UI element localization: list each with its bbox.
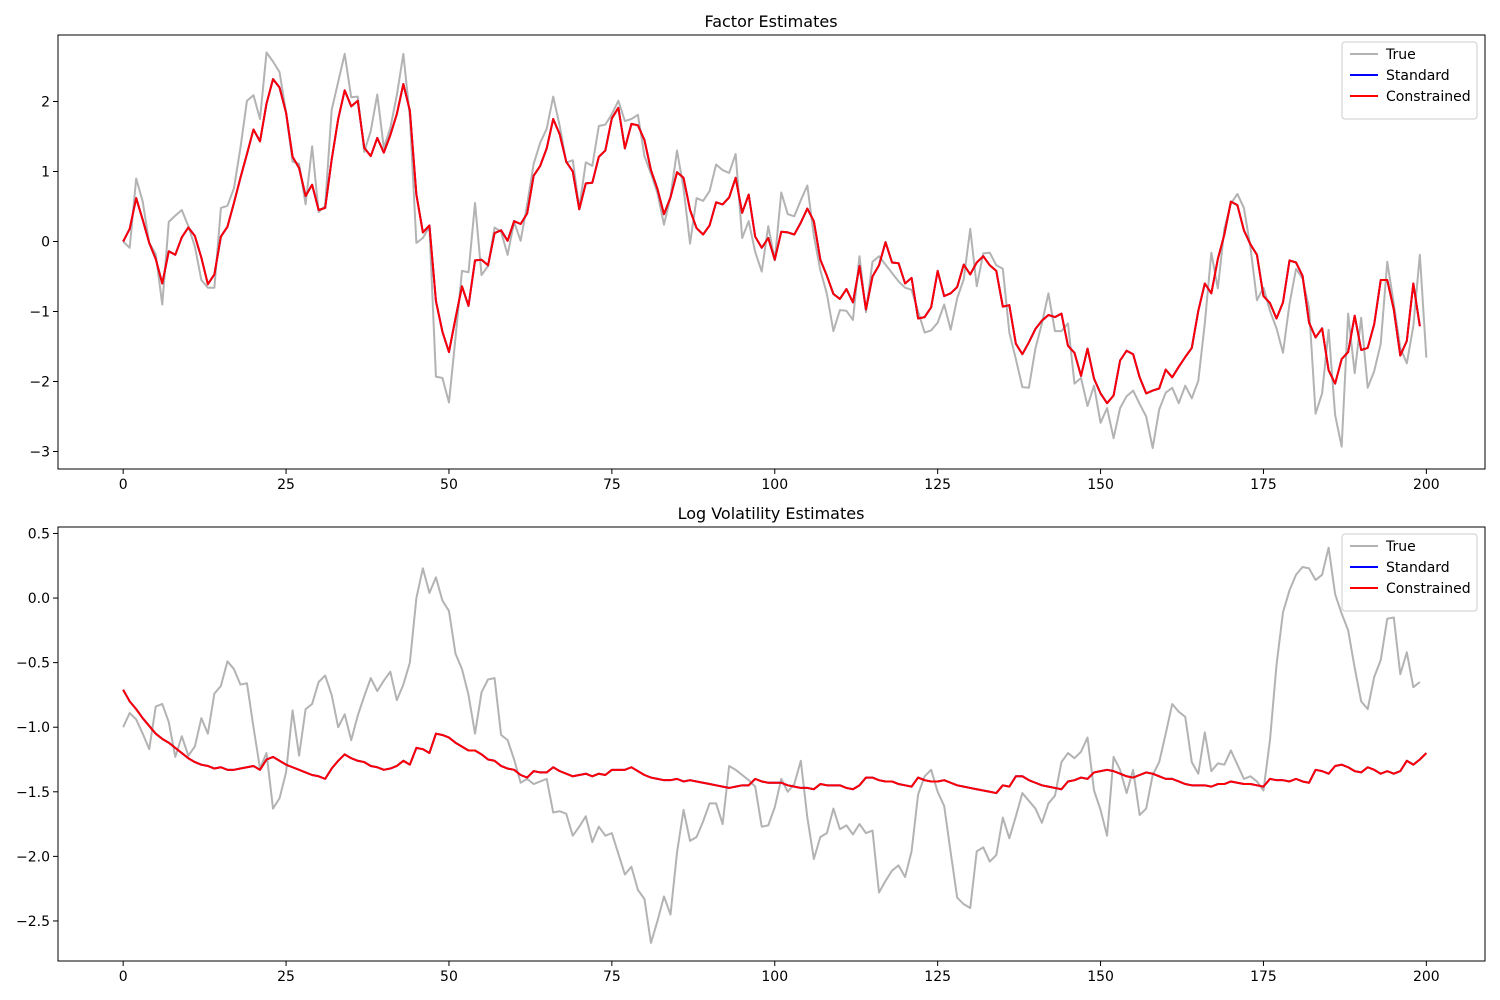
legend-label: True — [1385, 47, 1416, 63]
x-tick-label: 150 — [1087, 969, 1114, 985]
y-tick-label: 1 — [41, 165, 50, 181]
chart-title: Factor Estimates — [704, 12, 837, 31]
legend-label: True — [1385, 539, 1416, 555]
log-volatility-estimates-chart: Log Volatility Estimates 0 25 50 75 100 125 15… — [16, 504, 1486, 985]
legend-box — [1341, 533, 1478, 612]
y-tick-label: −1 — [29, 305, 50, 321]
y-tick-label: −2 — [29, 375, 50, 391]
x-tick-label: 125 — [924, 969, 951, 985]
chart-title: Log Volatility Estimates — [678, 504, 865, 523]
series-line-true — [122, 546, 1421, 944]
y-tick-label: 0.0 — [28, 591, 50, 607]
y-tick-label: −2.0 — [16, 849, 50, 865]
plot-area — [122, 546, 1428, 944]
x-tick-label: 0 — [119, 969, 128, 985]
x-tick-label: 25 — [277, 477, 295, 493]
y-tick-label: 0.5 — [28, 526, 50, 542]
x-tick-label: 25 — [277, 969, 295, 985]
legend-label: Constrained — [1386, 581, 1471, 597]
x-tick-label: 175 — [1250, 477, 1277, 493]
x-tick-label: 100 — [761, 969, 788, 985]
x-tick-label: 200 — [1413, 969, 1440, 985]
y-tick-label: −2.5 — [16, 914, 50, 930]
axes-frame — [57, 526, 1486, 962]
legend: True Standard Constrained — [1341, 41, 1478, 120]
legend: True Standard Constrained — [1341, 533, 1478, 612]
y-tick-label: −0.5 — [16, 656, 50, 672]
legend-label: Constrained — [1386, 89, 1471, 105]
x-tick-label: 50 — [440, 477, 458, 493]
x-tick-label: 150 — [1087, 477, 1114, 493]
series-line-constrained — [122, 689, 1428, 795]
x-tick-label: 100 — [761, 477, 788, 493]
axes-frame — [57, 34, 1486, 470]
y-tick-label: −3 — [29, 445, 50, 461]
x-tick-label: 125 — [924, 477, 951, 493]
y-tick-label: 0 — [41, 235, 50, 251]
x-tick-label: 175 — [1250, 969, 1277, 985]
axis-ticks: 0 25 50 75 100 125 150 175 200 −2.5 −2.0 −1.5 −1.0 −0… — [16, 526, 1440, 985]
legend-box — [1341, 41, 1478, 120]
x-tick-label: 75 — [603, 969, 621, 985]
x-tick-label: 75 — [603, 477, 621, 493]
x-tick-label: 50 — [440, 969, 458, 985]
factor-estimates-chart: Factor Estimates 0 25 50 75 100 125 150 175 200 −… — [29, 12, 1486, 494]
x-tick-label: 0 — [119, 477, 128, 493]
legend-label: Standard — [1386, 68, 1450, 84]
axis-ticks: 0 25 50 75 100 125 150 175 200 −3 −2 −1 0 1 2 — [29, 95, 1439, 494]
x-tick-label: 200 — [1413, 477, 1440, 493]
series-line-constrained — [122, 78, 1421, 405]
y-tick-label: 2 — [41, 95, 50, 111]
y-tick-label: −1.5 — [16, 785, 50, 801]
legend-label: Standard — [1386, 560, 1450, 576]
plot-area — [122, 51, 1428, 449]
y-tick-label: −1.0 — [16, 720, 50, 736]
